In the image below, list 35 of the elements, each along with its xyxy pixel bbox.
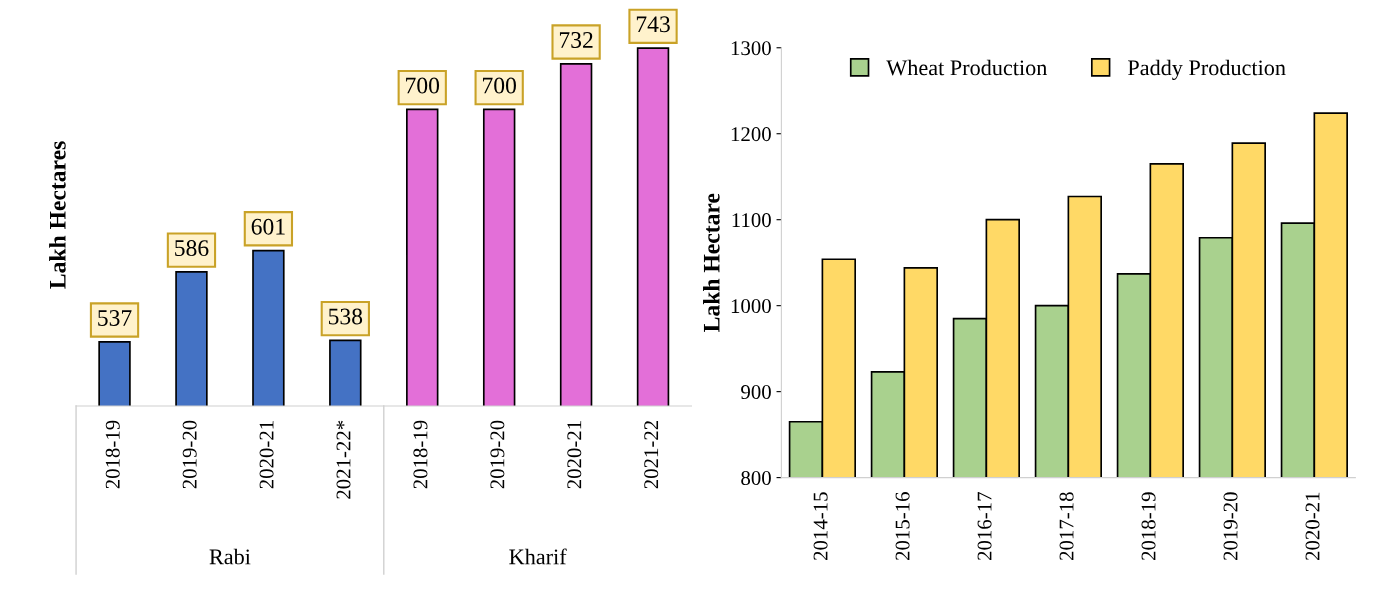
x-tick-label: 2019-20 <box>182 420 197 489</box>
x-tick-label: 2014-15 <box>813 492 828 561</box>
x-tick-label: 2015-16 <box>895 492 910 561</box>
legend-label: Wheat Production <box>886 59 1048 76</box>
text: Rabi <box>209 548 251 565</box>
data-label: 537 <box>98 310 132 326</box>
x-tick-label: 2021-22* <box>336 420 351 499</box>
x-tick-label: 2021-22 <box>644 421 659 489</box>
data-label: 700 <box>406 77 440 94</box>
x-tick-label: 2020-21 <box>259 421 274 489</box>
data-label: 601 <box>251 218 285 235</box>
x-tick-label: 2019-20 <box>1223 492 1238 561</box>
x-tick-label: 2018-19 <box>105 420 120 489</box>
x-tick-label: 2018-19 <box>413 420 428 489</box>
data-label: 743 <box>636 16 670 33</box>
x-tick-label: 2016-17 <box>977 492 992 561</box>
y-tick-label: 800 <box>741 470 771 486</box>
y-axis-title: Lakh Hectares <box>49 141 66 289</box>
y-tick-label: 900 <box>741 385 771 400</box>
x-tick-label: 2020-21 <box>567 421 582 489</box>
x-tick-label: 2019-20 <box>490 420 505 489</box>
text: Kharif <box>509 548 567 565</box>
y-tick-label: 1100 <box>732 213 771 228</box>
y-axis-title: Lakh Hectare <box>703 193 720 332</box>
x-tick-label: 2017-18 <box>1059 492 1074 561</box>
x-tick-label: 2018-19 <box>1141 492 1156 561</box>
x-tick-label: 2020-21 <box>1305 492 1320 561</box>
y-tick-label: 1000 <box>731 299 771 314</box>
data-label: 732 <box>559 32 593 48</box>
legend-label: Paddy Production <box>1128 59 1286 80</box>
data-label: 586 <box>175 240 209 257</box>
data-label: 700 <box>483 77 516 94</box>
data-label: 538 <box>328 308 363 325</box>
y-tick-label: 1200 <box>731 127 771 142</box>
y-tick-label: 1300 <box>731 41 771 56</box>
